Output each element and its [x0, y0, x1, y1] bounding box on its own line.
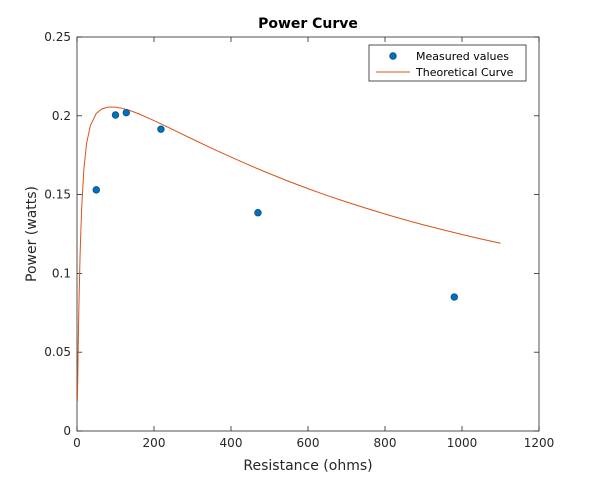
y-tick-label: 0.15	[44, 188, 71, 202]
legend-entry-theoretical: Theoretical Curve	[415, 66, 514, 79]
x-tick-label: 800	[374, 436, 397, 450]
legend-marker-sample	[389, 52, 397, 60]
y-tick-label: 0.2	[52, 109, 71, 123]
data-point-measured	[450, 293, 458, 301]
x-tick-label: 1200	[524, 436, 555, 450]
x-tick-label: 1000	[447, 436, 478, 450]
legend-box	[368, 44, 527, 82]
y-axis-label: Power (watts)	[24, 186, 40, 282]
y-tick-label: 0	[63, 424, 71, 438]
chart-title: Power Curve	[258, 16, 358, 32]
x-axis-label: Resistance (ohms)	[243, 458, 372, 474]
y-tick-label: 0.05	[44, 345, 71, 359]
y-tick-label: 0.1	[52, 266, 71, 280]
data-point-measured	[111, 111, 120, 119]
x-axis-ticks: 0 200 400 600 800 1000 1200	[73, 37, 554, 450]
x-tick-label: 200	[143, 436, 166, 450]
x-tick-label: 600	[297, 436, 320, 450]
legend: Measured values Theoretical Curve	[368, 44, 527, 82]
y-axis-ticks: 0 0.05 0.1 0.15 0.2 0.25	[44, 30, 539, 438]
data-point-measured	[92, 186, 100, 194]
data-point-measured	[157, 125, 165, 133]
series-layer	[76, 106, 501, 402]
data-point-measured	[122, 108, 130, 117]
series-line-theoretical-curve	[76, 106, 501, 402]
legend-marker	[389, 52, 397, 60]
plot-area	[77, 37, 539, 431]
x-tick-label: 0	[73, 436, 81, 450]
y-tick-label: 0.25	[44, 30, 71, 44]
x-tick-label: 400	[220, 436, 243, 450]
legend-entry-measured: Measured values	[416, 50, 509, 63]
data-point-measured	[254, 209, 262, 217]
